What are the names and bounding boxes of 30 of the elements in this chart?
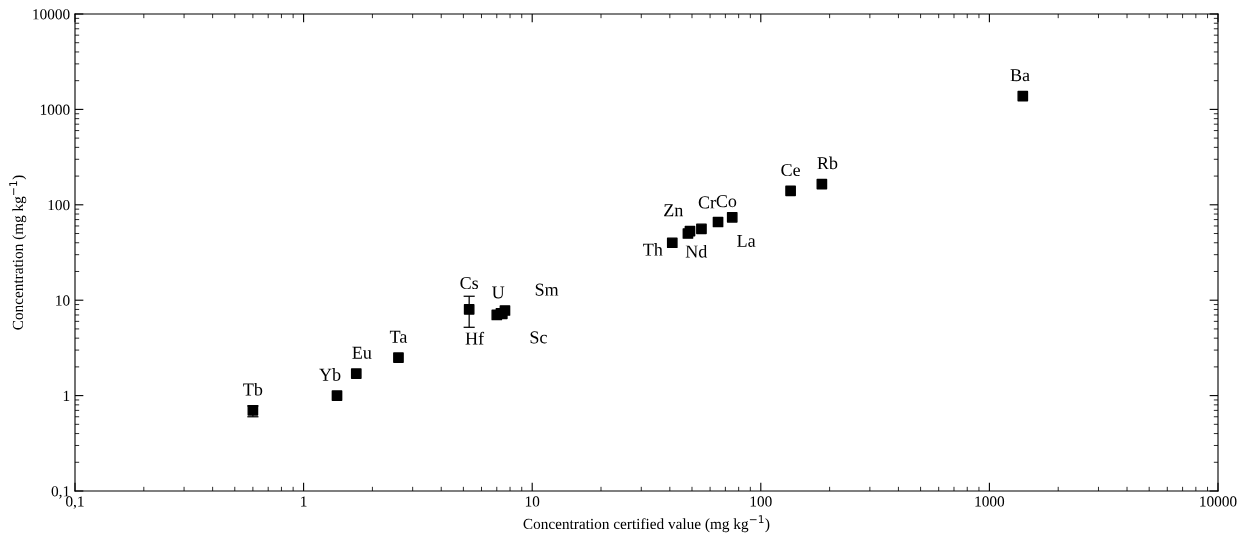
annotation: Ba xyxy=(1010,69,1030,82)
x-tick-label: 10000 xyxy=(1200,496,1237,507)
annotation: Ta xyxy=(389,330,408,343)
annotation: Yb xyxy=(319,368,341,381)
y-tick-label: 10 xyxy=(56,295,70,306)
annotation: Eu xyxy=(352,346,372,359)
annotation: Ce xyxy=(781,163,800,177)
annotation: Sm xyxy=(535,283,559,296)
y-tick-label: 1000 xyxy=(40,104,70,115)
y-tick-label: 10000 xyxy=(33,9,70,20)
annotation: Sc xyxy=(530,331,547,344)
annotation: Th xyxy=(643,243,663,256)
x-axis-title: Concentration certified value (mg kg$^{−1}$) xyxy=(523,515,770,533)
annotation: Tb xyxy=(243,382,263,396)
x-tick-label: 1 xyxy=(301,496,307,507)
annotation: Zn xyxy=(664,204,684,217)
annotation: Cs xyxy=(460,276,479,290)
y-tick-label: 100 xyxy=(48,199,70,211)
x-tick-label: 1000 xyxy=(975,496,1005,507)
annotation: U xyxy=(492,286,505,299)
y-axis-title: Concentration (mg kg$^{−1}$) xyxy=(9,175,27,330)
annotation: Cr xyxy=(698,196,716,209)
annotation: Nd xyxy=(685,244,708,258)
x-tick-label: 10 xyxy=(525,496,540,507)
annotation: Co xyxy=(716,195,737,208)
annotation: Rb xyxy=(817,156,838,170)
x-tick-label: 100 xyxy=(750,496,772,507)
annotation: Hf xyxy=(465,331,485,345)
y-tick-label: 1 xyxy=(63,390,70,401)
annotation: La xyxy=(737,234,756,247)
